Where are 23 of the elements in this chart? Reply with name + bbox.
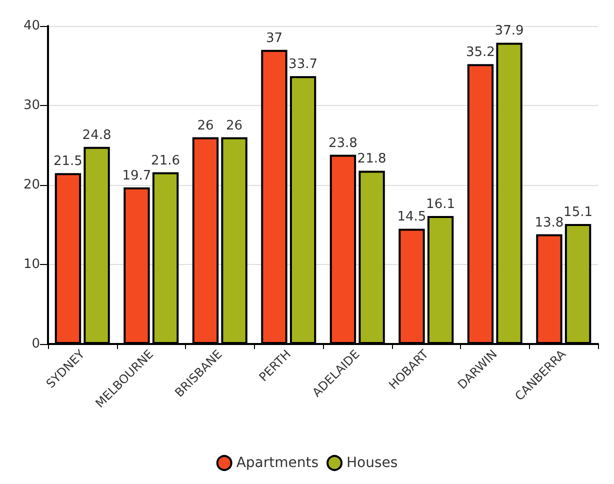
y-tick-label: 20 xyxy=(23,178,40,192)
data-label: 21.8 xyxy=(357,152,386,167)
data-label: 23.8 xyxy=(328,136,358,151)
data-label: 21.6 xyxy=(151,153,180,168)
y-tick-label: 30 xyxy=(23,98,40,113)
data-label: 14.5 xyxy=(397,210,426,225)
y-tick-label: 10 xyxy=(23,257,40,272)
data-label: 19.7 xyxy=(122,168,152,184)
data-label: 24.8 xyxy=(82,128,112,143)
data-label: 21.5 xyxy=(53,154,82,170)
legend-label: Houses xyxy=(346,455,398,471)
data-label: 26 xyxy=(197,118,214,134)
data-label: 35.2 xyxy=(466,45,495,60)
data-label: 13.8 xyxy=(534,215,564,230)
data-label: 37.9 xyxy=(494,24,524,39)
data-label: 37 xyxy=(266,30,282,46)
y-tick-label: 0 xyxy=(32,336,40,352)
data-label: 26 xyxy=(226,118,243,134)
data-label: 15.1 xyxy=(564,204,593,220)
y-tick-label: 40 xyxy=(23,18,40,34)
data-label: 33.7 xyxy=(288,57,318,72)
legend-label: Apartments xyxy=(236,455,319,471)
data-label: 16.1 xyxy=(426,197,456,212)
